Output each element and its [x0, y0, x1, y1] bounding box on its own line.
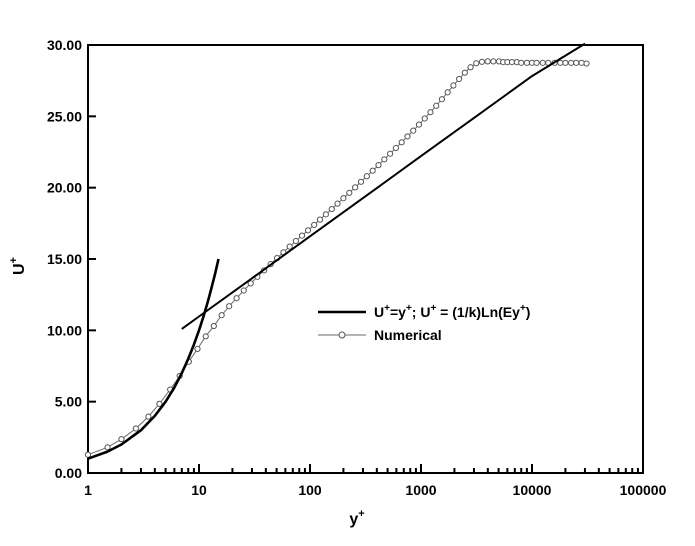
y-tick-label: 30.00 — [47, 37, 82, 53]
numerical-data-point — [363, 173, 370, 180]
numerical-data-point — [375, 162, 382, 169]
numerical-data-point — [218, 312, 225, 319]
numerical-data-point — [381, 156, 388, 163]
numerical-data-point — [202, 333, 209, 340]
numerical-data-point — [132, 425, 139, 432]
numerical-data-point — [328, 205, 335, 213]
numerical-data-point — [387, 150, 394, 157]
numerical-data-point — [518, 59, 525, 66]
numerical-data-point — [478, 58, 486, 65]
numerical-data-point — [467, 64, 474, 71]
viscous-sublayer-line — [87, 258, 220, 460]
x-tick-label: 1000 — [405, 482, 436, 498]
y-tick-label: 15.00 — [47, 251, 82, 267]
numerical-data-point — [352, 184, 359, 191]
numerical-data-point — [334, 200, 341, 207]
numerical-data-point — [304, 227, 312, 234]
x-tick-label: 100 — [298, 482, 322, 498]
numerical-data-point — [490, 58, 497, 65]
numerical-data-point — [450, 82, 457, 89]
y-tick-label: 5.00 — [55, 394, 82, 410]
numerical-data-point — [346, 189, 353, 196]
x-tick-label: 10000 — [513, 482, 552, 498]
numerical-data-point — [340, 195, 347, 202]
legend-numerical-marker — [338, 331, 346, 339]
numerical-data-point — [567, 59, 575, 66]
numerical-data-point — [398, 139, 405, 146]
numerical-data-point — [539, 59, 546, 66]
numerical-data-point — [298, 232, 306, 239]
numerical-data-point — [240, 287, 247, 294]
numerical-data-point — [322, 211, 329, 218]
numerical-data-point — [104, 444, 111, 451]
log-law-line — [181, 42, 586, 330]
numerical-data-point — [456, 75, 463, 83]
series-layer — [84, 42, 590, 460]
numerical-data-point — [369, 167, 376, 174]
numerical-data-point — [438, 96, 446, 103]
numerical-data-point — [292, 237, 299, 245]
numerical-data-point — [210, 322, 217, 330]
numerical-data-point — [84, 451, 92, 458]
numerical-data-point — [156, 400, 163, 407]
x-axis-title: y+ — [349, 508, 364, 528]
numerical-data-point — [427, 109, 434, 116]
numerical-data-point — [473, 60, 480, 67]
numerical-data-point — [461, 69, 468, 76]
numerical-data-point — [226, 303, 233, 310]
numerical-data-point — [233, 295, 240, 302]
y-tick-label: 20.00 — [47, 180, 82, 196]
y-tick-label: 0.00 — [55, 465, 82, 481]
legend-analytical-label: U+=y+; U+ = (1/k)Ln(Ey+) — [374, 303, 530, 320]
numerical-data-point — [194, 345, 201, 352]
numerical-data-point — [533, 59, 540, 66]
numerical-data-point — [357, 178, 365, 185]
numerical-data-point — [562, 59, 569, 66]
numerical-data-point — [118, 436, 125, 443]
numerical-data-point — [311, 221, 318, 229]
legend: U+=y+; U+ = (1/k)Ln(Ey+) Numerical — [318, 303, 530, 343]
x-tick-label: 10 — [191, 482, 207, 498]
numerical-data-point — [145, 413, 152, 420]
numerical-data-point — [444, 89, 451, 96]
y-axis-ticks: 0.00 5.00 10.00 15.00 20.00 25.00 30.00 — [47, 37, 96, 481]
legend-numerical-label: Numerical — [374, 327, 442, 343]
numerical-data-point — [523, 59, 531, 66]
numerical-data-point — [415, 121, 423, 128]
numerical-data-point — [433, 102, 440, 109]
numerical-data-point — [247, 280, 254, 287]
y-axis-title: U+ — [8, 257, 28, 275]
y-tick-label: 10.00 — [47, 322, 82, 338]
numerical-data-point — [578, 59, 585, 66]
numerical-data-point — [286, 243, 293, 250]
numerical-data-point — [573, 59, 580, 66]
plot-area — [87, 44, 644, 474]
numerical-data-point — [583, 60, 590, 67]
numerical-data-point — [410, 127, 417, 134]
x-tick-label: 100000 — [620, 482, 667, 498]
numerical-data-point — [392, 144, 399, 152]
x-axis-ticks: 1 10 100 1000 10000 100000 — [84, 464, 667, 498]
numerical-data-point — [404, 133, 411, 140]
x-tick-label: 1 — [84, 482, 92, 498]
numerical-data-point — [421, 115, 428, 122]
numerical-data-point — [316, 216, 324, 223]
y-tick-label: 25.00 — [47, 108, 82, 124]
numerical-data-point — [484, 58, 491, 65]
